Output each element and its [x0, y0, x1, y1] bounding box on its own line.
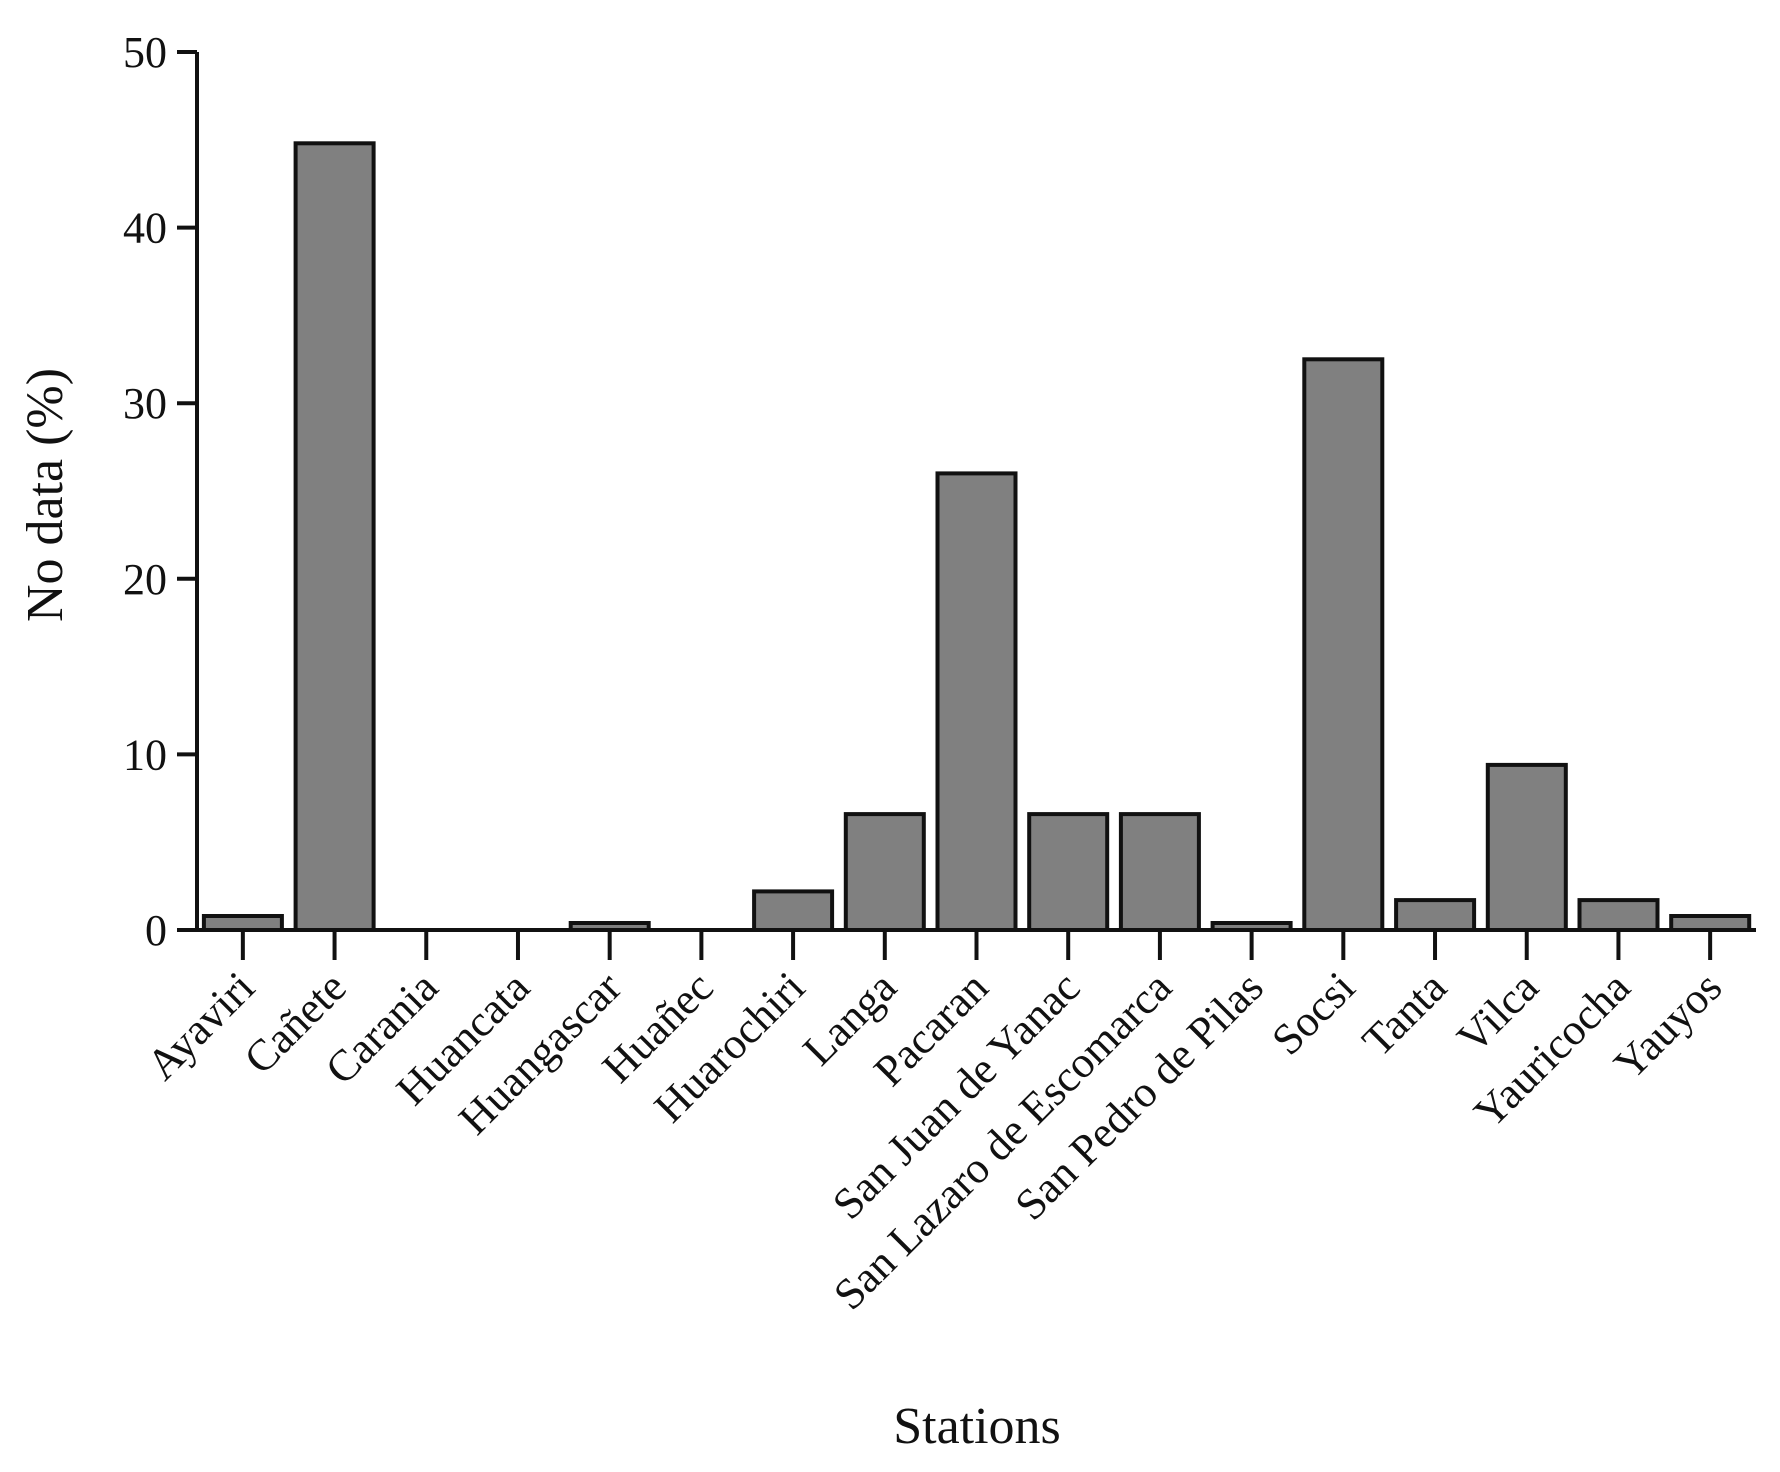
bar-tanta	[1394, 898, 1477, 932]
y-tick-label: 20	[123, 555, 167, 604]
x-tick-label: Socsi	[1262, 962, 1364, 1064]
bar-san-lazaro-de-escomarca	[1118, 812, 1201, 932]
x-tick-label: Tanta	[1353, 962, 1456, 1065]
bar-vilca	[1485, 762, 1568, 933]
bar-san-juan-de-yanac	[1027, 812, 1110, 932]
x-axis-title: Stations	[893, 1398, 1061, 1455]
x-tick-label: Ayaviri	[137, 962, 264, 1089]
axes-layer	[177, 50, 1756, 960]
bar-yauricocha	[1577, 898, 1660, 932]
bar-socsi	[1302, 357, 1385, 932]
y-tick-label: 30	[123, 379, 167, 428]
bar-yauyos	[1669, 914, 1752, 932]
y-axis-title: No data (%)	[17, 368, 74, 622]
y-tick-label: 10	[123, 730, 167, 779]
y-tick-label: 0	[145, 906, 167, 955]
bar-huarochiri	[752, 889, 835, 933]
bar-ca-ete	[293, 141, 376, 933]
y-tick-label: 50	[123, 28, 167, 77]
bar-langa	[843, 812, 926, 932]
bar-ayaviri	[201, 914, 284, 932]
y-tick-label: 40	[123, 204, 167, 253]
bar-pacaran	[935, 471, 1018, 932]
bars-layer	[201, 141, 1752, 933]
